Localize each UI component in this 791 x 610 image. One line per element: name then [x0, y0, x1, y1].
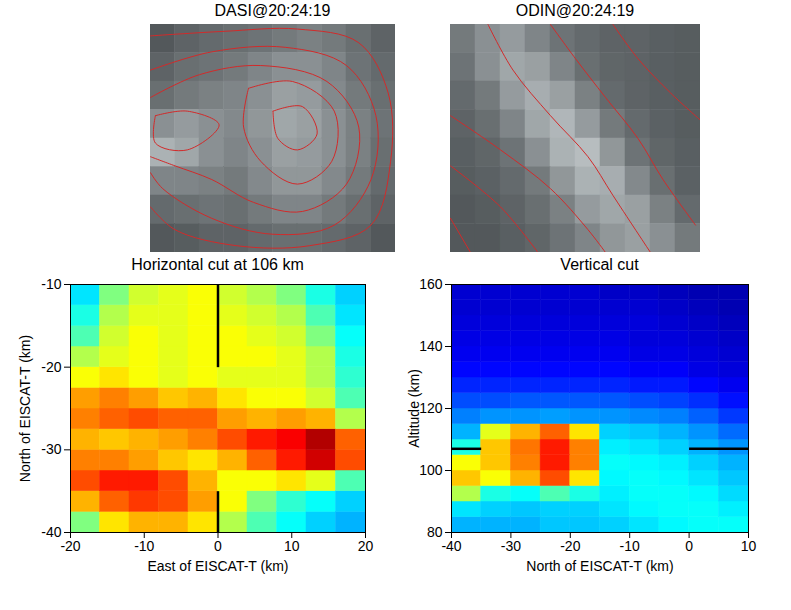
svg-text:10: 10: [284, 538, 300, 554]
svg-text:East of EISCAT-T (km): East of EISCAT-T (km): [147, 558, 288, 574]
svg-text:100: 100: [419, 462, 443, 478]
svg-text:-30: -30: [501, 538, 521, 554]
html-text:DASI@20:24:19: DASI@20:24:19: [214, 2, 331, 19]
svg-text:0: 0: [214, 538, 222, 554]
svg-text:-10: -10: [620, 538, 640, 554]
svg-text:North of EISCAT-T (km): North of EISCAT-T (km): [526, 558, 673, 574]
html-text:Horizontal cut at 106 km: Horizontal cut at 106 km: [131, 256, 304, 273]
svg-text:-40: -40: [441, 538, 461, 554]
svg-text:North of EISCAT-T (km): North of EISCAT-T (km): [17, 335, 33, 482]
html-text:Vertical cut: Vertical cut: [560, 256, 639, 273]
svg-text:80: 80: [427, 524, 443, 540]
svg-text:Altitude (km): Altitude (km): [406, 369, 422, 448]
svg-text:-20: -20: [560, 538, 580, 554]
svg-text:10: 10: [741, 538, 757, 554]
svg-text:-20: -20: [41, 359, 61, 375]
svg-text:-10: -10: [134, 538, 154, 554]
svg-text:0: 0: [685, 538, 693, 554]
svg-text:160: 160: [419, 276, 443, 292]
html-text:ODIN@20:24:19: ODIN@20:24:19: [515, 2, 635, 19]
svg-text:-10: -10: [41, 276, 61, 292]
svg-text:-20: -20: [60, 538, 80, 554]
svg-text:20: 20: [358, 538, 374, 554]
svg-text:-40: -40: [41, 524, 61, 540]
svg-text:-30: -30: [41, 441, 61, 457]
svg-text:120: 120: [419, 400, 443, 416]
svg-text:140: 140: [419, 338, 443, 354]
